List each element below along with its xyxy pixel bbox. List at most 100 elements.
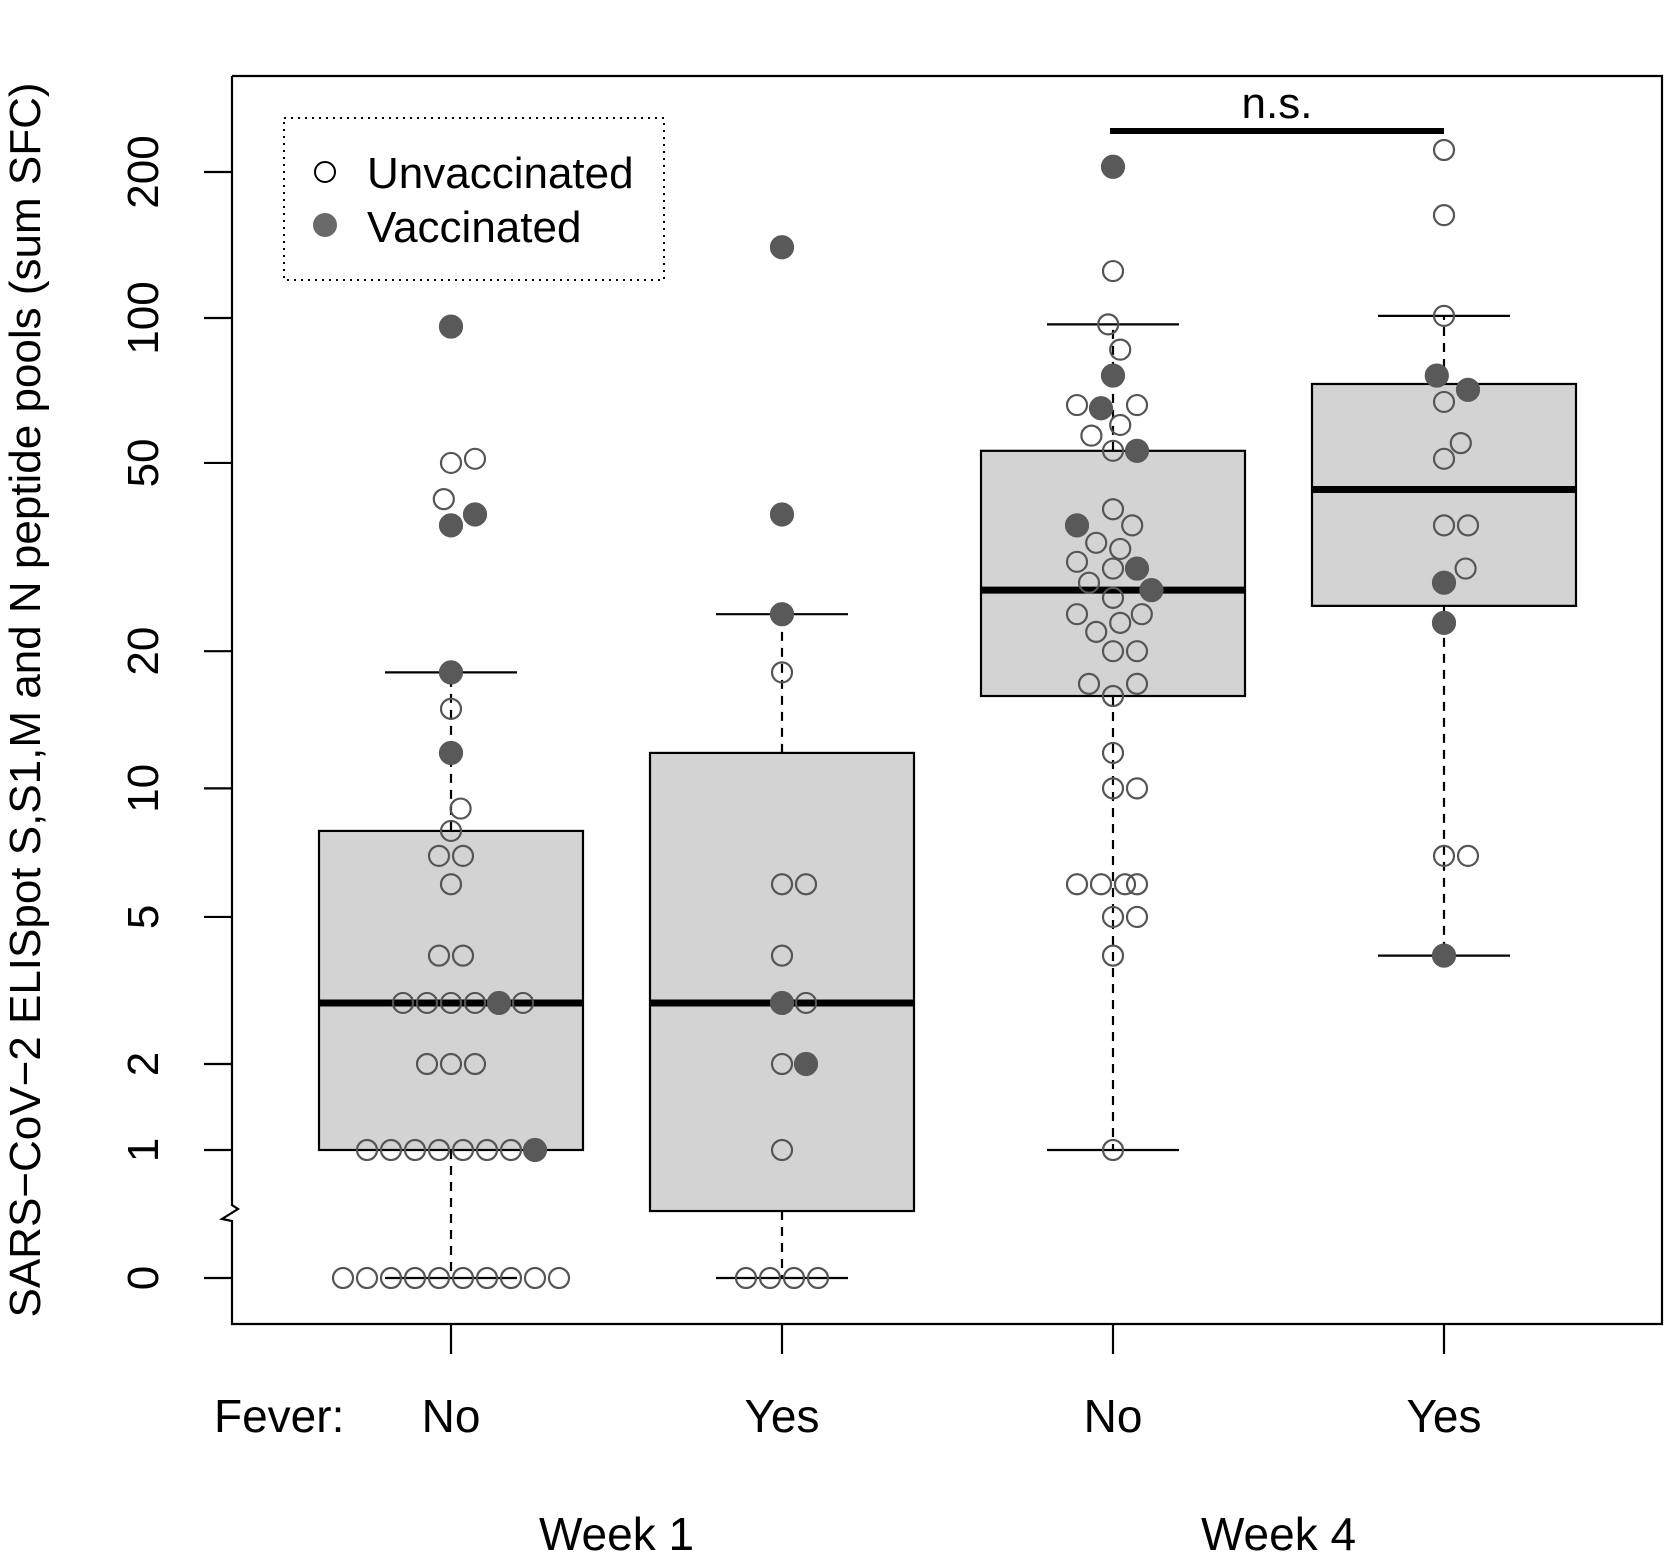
x-tick-label: No <box>422 1390 481 1442</box>
data-point-unvaccinated <box>451 1138 475 1162</box>
data-point-unvaccinated <box>1125 905 1149 929</box>
data-point-unvaccinated <box>439 697 463 720</box>
legend-unvaccinated-marker <box>314 161 336 183</box>
data-point-unvaccinated <box>1432 138 1456 162</box>
data-point-unvaccinated <box>1432 514 1456 537</box>
data-point-unvaccinated <box>1109 537 1132 561</box>
x-axis: No Yes No Yes <box>422 1324 1482 1442</box>
data-point-unvaccinated <box>391 991 415 1015</box>
data-point-unvaccinated <box>475 1138 499 1162</box>
y-tick-label: 10 <box>119 764 168 813</box>
data-point-unvaccinated <box>449 797 472 820</box>
data-point-vaccinated <box>1088 396 1114 421</box>
data-point-unvaccinated <box>403 1138 427 1162</box>
data-point-vaccinated <box>769 602 795 627</box>
data-point-unvaccinated <box>1077 672 1101 695</box>
data-point-vaccinated <box>1100 154 1126 179</box>
data-point-unvaccinated <box>463 991 487 1015</box>
group-week-1-yes-box <box>648 751 916 1213</box>
legend: Unvaccinated Vaccinated <box>283 117 665 281</box>
data-point-unvaccinated <box>1065 393 1089 417</box>
data-point-unvaccinated <box>1456 844 1480 868</box>
data-point-unvaccinated <box>463 1052 487 1076</box>
data-point-unvaccinated <box>439 819 463 843</box>
data-point-vaccinated <box>769 502 795 527</box>
data-point-vaccinated <box>438 740 464 766</box>
data-point-unvaccinated <box>355 1138 379 1162</box>
data-point-unvaccinated <box>1101 640 1125 663</box>
y-tick-label: 2 <box>119 1052 168 1076</box>
data-point-vaccinated <box>1124 556 1150 581</box>
data-point-vaccinated <box>1455 377 1481 402</box>
data-point-unvaccinated <box>1065 603 1089 626</box>
legend-unvaccinated-label: Unvaccinated <box>367 149 634 198</box>
week-label: Week 4 <box>1201 1508 1356 1557</box>
data-point-unvaccinated <box>331 1266 355 1290</box>
data-point-unvaccinated <box>1085 620 1108 643</box>
y-tick-label: 5 <box>119 905 168 929</box>
data-point-vaccinated <box>438 314 464 339</box>
y-tick-label: 1 <box>119 1138 168 1162</box>
group-week-4-yes-box <box>1310 382 1578 607</box>
plot-frame <box>219 74 1664 1326</box>
fever-label: Fever: <box>214 1390 344 1442</box>
x-tick-label: Yes <box>744 1390 819 1442</box>
data-point-unvaccinated <box>1432 204 1456 227</box>
data-point-vaccinated <box>438 513 464 538</box>
group-week-4-no-box <box>979 449 1247 698</box>
data-point-unvaccinated <box>1130 603 1153 626</box>
data-point-unvaccinated <box>806 1266 830 1290</box>
data-point-vaccinated <box>1139 578 1164 603</box>
data-point-unvaccinated <box>439 1052 463 1076</box>
data-point-unvaccinated <box>1097 313 1120 336</box>
data-point-unvaccinated <box>1101 944 1125 967</box>
data-point-unvaccinated <box>1121 514 1144 537</box>
data-point-vaccinated <box>438 660 464 685</box>
data-point-unvaccinated <box>427 944 451 967</box>
data-point-vaccinated <box>1100 363 1126 388</box>
data-point-unvaccinated <box>415 1052 439 1076</box>
data-point-vaccinated <box>462 502 488 527</box>
y-tick-label: 0 <box>119 1266 168 1290</box>
y-axis-label: SARS−CoV−2 ELISpot S,S1,M and N peptide … <box>1 82 50 1317</box>
data-point-unvaccinated <box>794 873 818 896</box>
data-point-vaccinated <box>1431 943 1457 968</box>
week-labels: Week 1 Week 4 <box>539 1508 1356 1557</box>
data-point-unvaccinated <box>547 1266 571 1290</box>
data-point-unvaccinated <box>1432 390 1456 414</box>
data-point-unvaccinated <box>1101 741 1125 765</box>
data-point-unvaccinated <box>1125 393 1149 417</box>
data-point-unvaccinated <box>463 447 487 470</box>
data-point-unvaccinated <box>1109 338 1132 361</box>
data-point-vaccinated <box>1431 610 1457 635</box>
data-point-unvaccinated <box>427 1266 451 1290</box>
data-point-unvaccinated <box>451 944 475 967</box>
data-point-unvaccinated <box>770 661 794 684</box>
data-point-unvaccinated <box>355 1266 379 1290</box>
week-label: Week 1 <box>539 1508 694 1557</box>
data-point-unvaccinated <box>1089 873 1113 896</box>
data-point-vaccinated <box>793 1051 819 1077</box>
data-point-unvaccinated <box>1456 514 1480 537</box>
data-point-unvaccinated <box>1125 873 1149 896</box>
data-point-unvaccinated <box>1109 611 1132 634</box>
data-point-unvaccinated <box>734 1266 758 1290</box>
data-point-unvaccinated <box>439 451 463 475</box>
x-tick-label: Yes <box>1406 1390 1481 1442</box>
data-point-unvaccinated <box>1432 447 1456 470</box>
data-point-unvaccinated <box>770 1052 794 1076</box>
y-axis: 0 1 2 5 10 20 50 100 200 <box>119 135 232 1290</box>
data-point-vaccinated <box>769 235 795 260</box>
data-point-unvaccinated <box>475 1266 499 1290</box>
data-point-unvaccinated <box>1101 905 1125 929</box>
data-point-unvaccinated <box>770 1138 794 1162</box>
data-point-unvaccinated <box>1065 873 1089 896</box>
data-point-unvaccinated <box>1101 586 1125 609</box>
data-point-unvaccinated <box>1125 640 1149 663</box>
data-point-unvaccinated <box>758 1266 782 1290</box>
data-point-unvaccinated <box>1085 531 1108 554</box>
y-tick-label: 50 <box>119 438 168 487</box>
data-point-unvaccinated <box>1454 557 1477 580</box>
data-point-unvaccinated <box>439 991 463 1015</box>
